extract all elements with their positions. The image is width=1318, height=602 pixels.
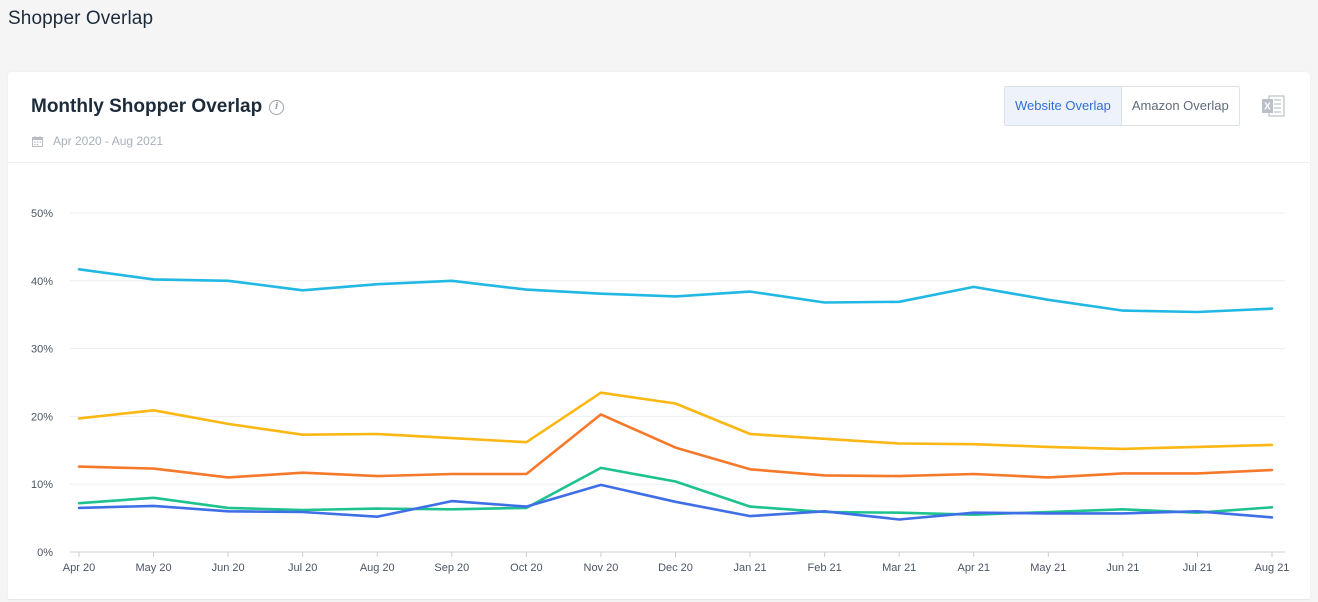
y-tick-label: 20% xyxy=(31,411,53,423)
series-line-2 xyxy=(77,391,1274,451)
x-tick-label: Mar 21 xyxy=(882,562,916,574)
card-title: Monthly Shopper Overlap xyxy=(31,96,263,117)
x-tick-label: Jan 21 xyxy=(734,562,767,574)
x-tick-label: Oct 20 xyxy=(510,562,542,574)
info-icon[interactable]: i xyxy=(269,99,285,115)
y-tick-label: 10% xyxy=(31,479,53,491)
x-tick-label: May 21 xyxy=(1030,562,1066,574)
x-tick-label: May 20 xyxy=(136,562,172,574)
excel-export-icon[interactable]: X xyxy=(1262,95,1285,117)
x-tick-label: Apr 21 xyxy=(958,562,990,574)
x-tick-label: Dec 20 xyxy=(658,562,693,574)
series-line-5 xyxy=(77,483,1274,521)
x-tick-label: Jun 20 xyxy=(212,562,245,574)
series-line-4 xyxy=(77,466,1274,517)
date-range: Apr 2020 - Aug 2021 xyxy=(32,134,163,148)
x-tick-label: Apr 20 xyxy=(63,562,95,574)
y-tick-label: 40% xyxy=(31,276,53,288)
y-tick-label: 30% xyxy=(31,344,53,356)
x-tick-label: Aug 21 xyxy=(1255,562,1290,574)
series-line-3 xyxy=(77,413,1274,479)
calendar-icon xyxy=(32,135,43,147)
overlap-toggle: Website Overlap Amazon Overlap xyxy=(1004,86,1240,126)
y-tick-label: 0% xyxy=(37,547,53,559)
y-tick-label: 50% xyxy=(31,208,53,220)
svg-text:X: X xyxy=(1264,102,1271,113)
x-tick-label: Jun 21 xyxy=(1106,562,1139,574)
x-tick-label: Sep 20 xyxy=(434,562,469,574)
website-overlap-button[interactable]: Website Overlap xyxy=(1005,87,1122,125)
series-line-1 xyxy=(77,267,1274,314)
card-title-row: Monthly Shopper Overlap i xyxy=(31,96,285,118)
date-range-text: Apr 2020 - Aug 2021 xyxy=(53,134,164,148)
x-tick-label: Aug 20 xyxy=(360,562,395,574)
card-bottom-border xyxy=(8,599,1310,600)
amazon-overlap-button[interactable]: Amazon Overlap xyxy=(1121,87,1239,125)
x-tick-label: Jul 21 xyxy=(1183,562,1212,574)
x-tick-label: Nov 20 xyxy=(584,562,619,574)
card-header: Monthly Shopper Overlap i Apr 2020 - Aug… xyxy=(8,72,1310,163)
x-tick-label: Jul 20 xyxy=(288,562,317,574)
page-title: Shopper Overlap xyxy=(8,8,154,29)
x-tick-label: Feb 21 xyxy=(808,562,842,574)
